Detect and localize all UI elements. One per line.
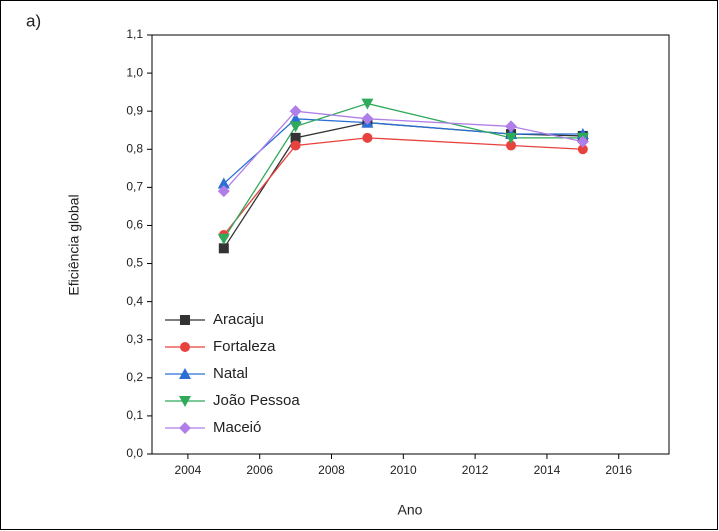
legend-marker <box>180 342 190 352</box>
y-tick-label: 0,8 <box>126 141 143 155</box>
marker <box>362 132 373 143</box>
x-tick-label: 2010 <box>390 463 417 477</box>
marker <box>218 243 229 254</box>
legend-label: Fortaleza <box>213 338 276 355</box>
legend-label: Natal <box>213 365 248 382</box>
x-axis-label: Ano <box>398 502 423 518</box>
marker <box>217 185 230 198</box>
panel-label: a) <box>26 11 41 30</box>
plot-area <box>151 34 670 455</box>
legend-marker <box>179 422 191 434</box>
marker <box>290 140 301 151</box>
marker <box>217 233 230 245</box>
legend-marker <box>179 368 191 379</box>
marker <box>289 112 302 124</box>
y-tick-label: 0,7 <box>126 180 143 194</box>
y-tick-label: 1,1 <box>126 27 143 41</box>
x-tick-label: 2012 <box>462 463 489 477</box>
marker <box>577 144 588 155</box>
legend-label: João Pessoa <box>213 392 300 409</box>
y-axis-label: Eficiência global <box>66 194 82 295</box>
marker <box>290 132 301 143</box>
x-tick-label: 2006 <box>246 463 273 477</box>
marker <box>217 177 230 189</box>
y-tick-label: 0,1 <box>126 408 143 422</box>
x-tick-label: 2016 <box>605 463 632 477</box>
x-tick-label: 2008 <box>318 463 345 477</box>
y-tick-label: 0,5 <box>126 256 143 270</box>
x-tick-label: 2004 <box>175 463 202 477</box>
marker <box>505 120 518 133</box>
legend-marker <box>180 315 190 325</box>
legend-marker <box>179 396 191 407</box>
y-tick-label: 0,3 <box>126 332 143 346</box>
marker <box>361 98 374 110</box>
marker <box>361 112 374 125</box>
x-tick-label: 2014 <box>534 463 561 477</box>
y-tick-label: 0,9 <box>126 103 143 117</box>
y-tick-label: 0,0 <box>126 446 143 460</box>
y-tick-label: 0,6 <box>126 218 143 232</box>
legend-label: Maceió <box>213 419 261 436</box>
marker <box>289 121 302 133</box>
legend-label: Aracaju <box>213 311 264 328</box>
marker <box>505 132 518 144</box>
y-tick-label: 0,4 <box>126 294 143 308</box>
y-tick-label: 0,2 <box>126 370 143 384</box>
marker <box>289 105 302 118</box>
marker <box>576 135 589 148</box>
y-tick-label: 1,0 <box>126 65 143 79</box>
marker <box>506 140 517 151</box>
